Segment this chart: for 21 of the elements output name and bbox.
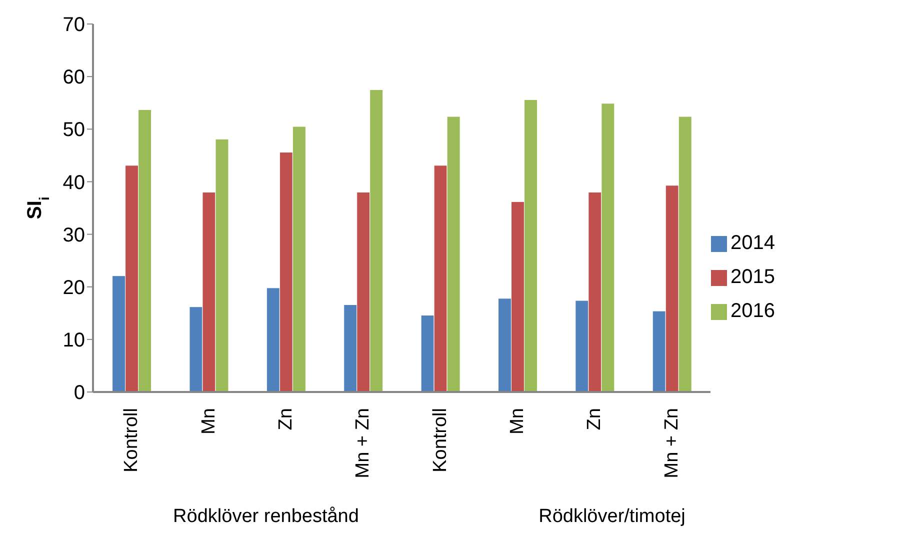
x-tick-label: Mn + Zn xyxy=(661,408,682,478)
x-tick-label: Kontroll xyxy=(430,408,451,472)
x-tick-label: Kontroll xyxy=(121,408,142,472)
x-tick-label: Zn xyxy=(275,408,296,430)
text: Rödklöver/timotej xyxy=(538,506,686,528)
legend-label: 2015 xyxy=(730,266,775,288)
y-tick-label: 10 xyxy=(62,330,85,352)
y-tick-label: 30 xyxy=(62,224,85,246)
y-tick-label: 20 xyxy=(62,276,85,299)
legend-label: 2014 xyxy=(730,232,775,254)
x-tick-label: Mn xyxy=(198,408,220,434)
x-tick-label: Mn + Zn xyxy=(352,408,374,478)
x-tick-label: Zn xyxy=(584,408,606,430)
y-tick-label: 50 xyxy=(62,119,85,142)
y-tick-label: 70 xyxy=(62,14,85,36)
y-tick-label: 0 xyxy=(74,382,85,404)
legend-label: 2016 xyxy=(730,300,775,322)
y-tick-label: 60 xyxy=(62,66,85,89)
x-tick-label: Mn xyxy=(507,408,528,434)
y-tick-label: 40 xyxy=(62,172,85,194)
text: Rödklöver renbestånd xyxy=(172,506,360,528)
